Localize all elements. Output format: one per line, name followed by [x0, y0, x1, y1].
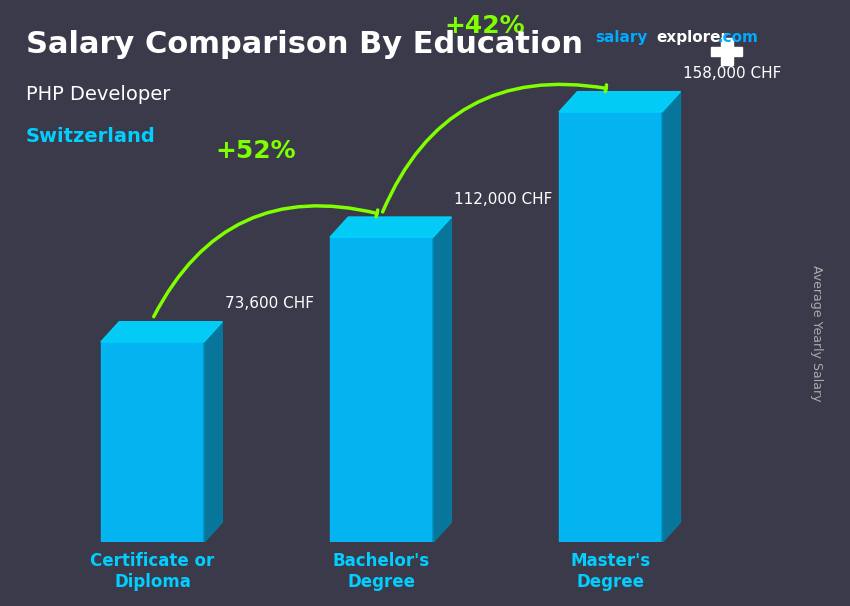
Text: +52%: +52%	[215, 139, 296, 164]
Bar	[101, 342, 204, 542]
Bar	[330, 237, 434, 542]
Text: PHP Developer: PHP Developer	[26, 85, 170, 104]
Text: salary: salary	[595, 30, 648, 45]
Polygon shape	[101, 322, 223, 342]
Polygon shape	[434, 217, 451, 542]
Text: +42%: +42%	[445, 14, 525, 38]
Bar	[711, 47, 742, 56]
Text: 73,600 CHF: 73,600 CHF	[224, 296, 314, 311]
Text: Salary Comparison By Education: Salary Comparison By Education	[26, 30, 582, 59]
Bar	[559, 112, 662, 542]
Text: .com: .com	[717, 30, 758, 45]
Bar	[721, 38, 733, 65]
Text: explorer: explorer	[656, 30, 728, 45]
Text: Average Yearly Salary: Average Yearly Salary	[809, 265, 823, 402]
Text: Switzerland: Switzerland	[26, 127, 156, 146]
Polygon shape	[330, 217, 451, 237]
Polygon shape	[204, 322, 223, 542]
Text: 112,000 CHF: 112,000 CHF	[454, 191, 552, 207]
Polygon shape	[662, 92, 681, 542]
Polygon shape	[559, 92, 681, 112]
Text: 158,000 CHF: 158,000 CHF	[683, 66, 781, 81]
